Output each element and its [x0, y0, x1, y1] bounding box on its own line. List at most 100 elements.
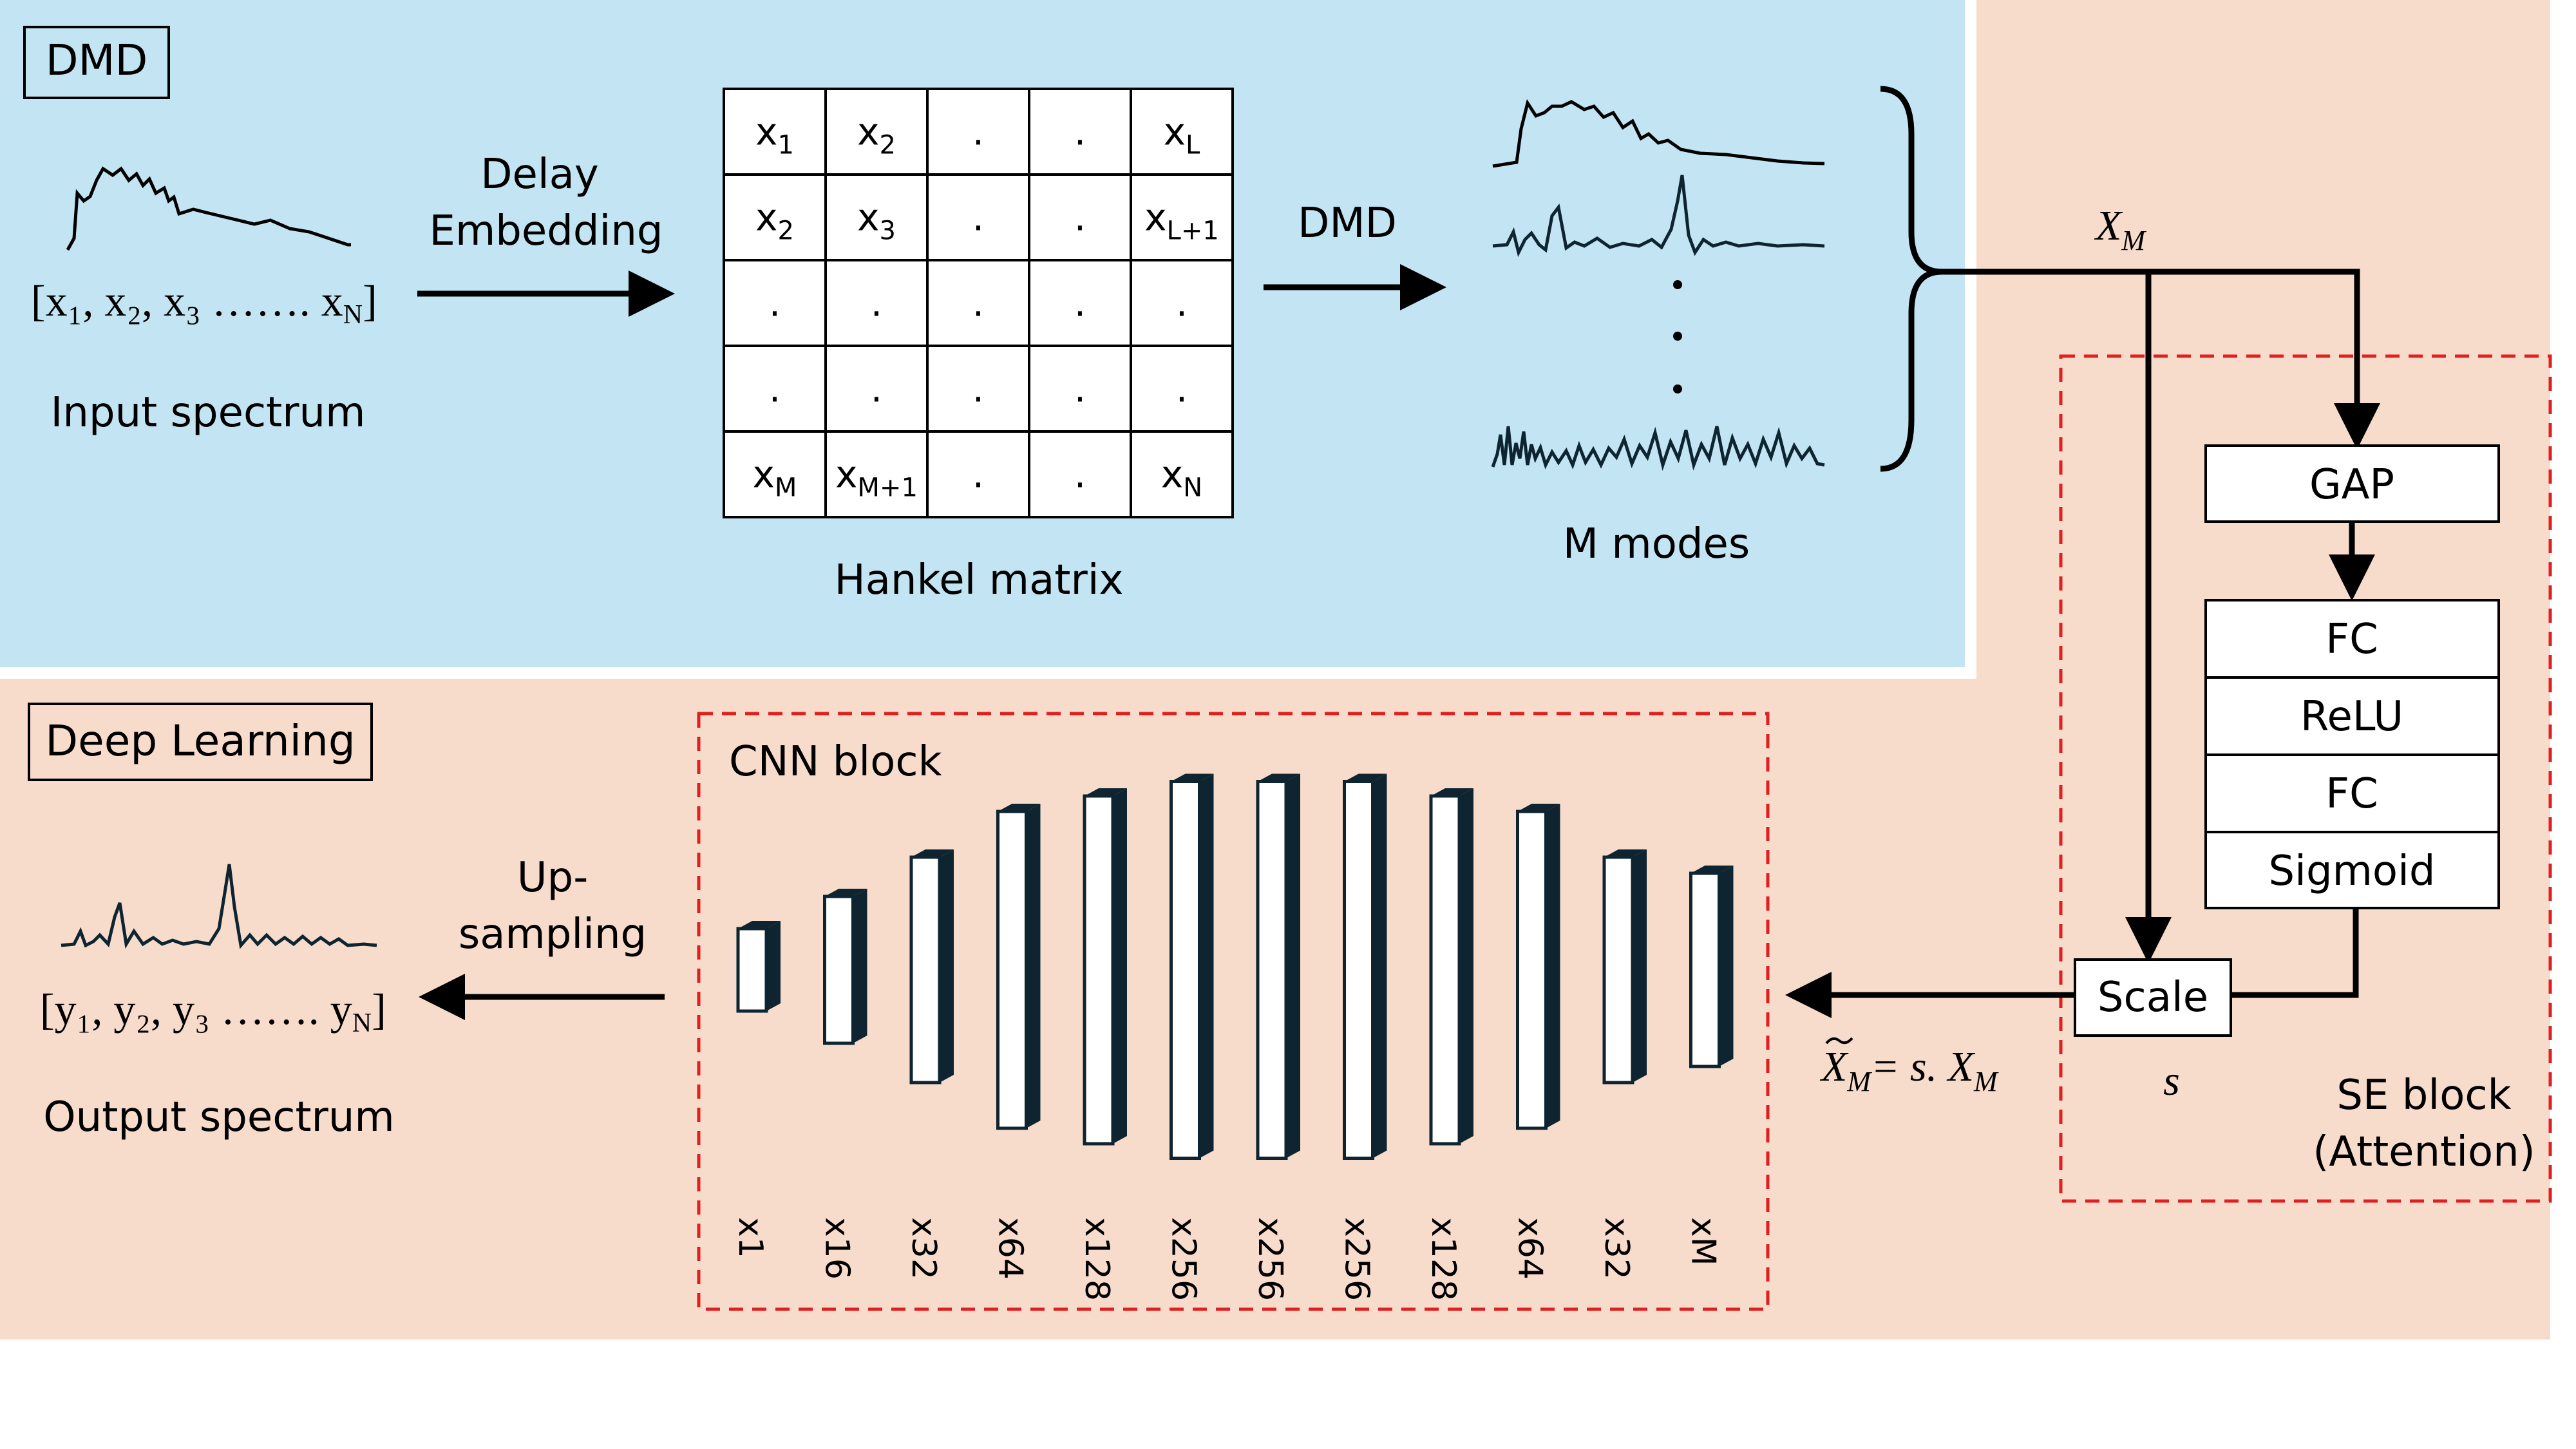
hankel-cell: xL+1 [1144, 196, 1219, 246]
cnn-layer-label: x64 [991, 1217, 1030, 1280]
cnn-layer-side [1719, 866, 1734, 1066]
scale-box [2074, 958, 2232, 1037]
dmd-arrow-label: DMD [1298, 200, 1397, 247]
cnn-layer-label: x256 [1251, 1217, 1289, 1301]
cnn-layer-top [1690, 866, 1734, 873]
cnn-layer-top [998, 804, 1041, 811]
hankel-cell: xN [1161, 453, 1202, 503]
cnn-layer-side [1459, 788, 1473, 1144]
cnn-layer-top [1344, 773, 1387, 782]
s-label: s [2163, 1057, 2180, 1104]
cnn-layer-label: x16 [818, 1217, 857, 1280]
hankel-cell: . [1176, 367, 1188, 411]
cnn-layer-label: x128 [1077, 1217, 1116, 1301]
cnn-layer-front [1602, 855, 1634, 1084]
sigmoid-label: Sigmoid [2269, 848, 2436, 895]
cnn-layer-top [911, 849, 954, 857]
hankel-cell: . [769, 367, 781, 411]
upsampling-label-1: Up- [517, 854, 589, 902]
hankel-cell: xL [1164, 110, 1200, 160]
cnn-block-dashed [697, 712, 1770, 1311]
cnn-layer-side [1113, 788, 1127, 1144]
cnn-layer-front [1083, 794, 1115, 1146]
hankel-cell: xM+1 [835, 453, 918, 503]
hankel-cell: . [1074, 196, 1086, 240]
fc2-label: FC [2325, 770, 2378, 818]
hankel-frame [723, 88, 1234, 518]
cnn-layer-side [1372, 773, 1387, 1159]
dmd-panel-border [0, 0, 1976, 679]
sigmoid-to-scale-line [2231, 908, 2359, 998]
dmd-title-box [23, 26, 170, 99]
input-spectrum-curve [66, 166, 351, 251]
cnn-layer-top [738, 921, 781, 929]
cnn-layer-top [1258, 773, 1300, 782]
cnn-layer-side [853, 889, 867, 1043]
relu-label: ReLU [2300, 693, 2403, 741]
se-block-label-2: (Attention) [2313, 1128, 2535, 1176]
cnn-layer-side [766, 921, 781, 1011]
mode-dot-3 [1673, 384, 1682, 393]
mode-curve-m [1491, 426, 1825, 471]
cnn-layers: x1 x16 x32 x64 x128 x256 x256 x256 x128 x64 x32 xM [731, 773, 1734, 1301]
cnn-layer-front [1170, 780, 1201, 1160]
cnn-layer-side [940, 849, 954, 1083]
hankel-cell: . [972, 367, 984, 411]
cnn-layer-front [823, 895, 855, 1045]
delay-label-1: Delay [480, 151, 599, 198]
output-vector: [y₁, y₂, y₃ ……. yN] [40, 985, 386, 1038]
se-block-dashed [2059, 354, 2552, 1203]
input-spectrum-label: Input spectrum [51, 389, 366, 437]
cnn-layer-side [1633, 849, 1647, 1083]
hankel-cell: . [1074, 453, 1086, 497]
hankel-cell: . [1074, 281, 1086, 325]
hankel-cell: . [972, 281, 984, 325]
mode-curve-2 [1492, 175, 1825, 258]
mode-curve-1 [1492, 99, 1825, 168]
output-spectrum-label: Output spectrum [43, 1094, 395, 1141]
delay-label-2: Embedding [430, 207, 663, 255]
hankel-cell: xM [753, 453, 797, 503]
hankel-cell: . [769, 281, 781, 325]
hankel-cell: x2 [857, 110, 896, 160]
cnn-layer-top [1517, 804, 1560, 811]
upsampling-label-2: sampling [459, 911, 647, 958]
cnn-layer-top [824, 889, 867, 896]
cnn-layer-top [1431, 788, 1473, 796]
cnn-layer-front [1516, 810, 1548, 1130]
hankel-cell: . [1074, 367, 1086, 411]
cnn-layer-side [1199, 773, 1214, 1159]
output-spectrum-curve [61, 864, 377, 949]
cnn-block-title: CNN block [729, 738, 942, 786]
xm-to-gap-line [1932, 269, 2380, 450]
hankel-cell: . [871, 367, 882, 411]
dmd-title: DMD [46, 35, 148, 85]
cnn-layer-side [1026, 804, 1041, 1128]
cnn-layer-label: x128 [1424, 1217, 1463, 1301]
xtilde-equation: XM= s. XM [1819, 1043, 1999, 1097]
hankel-cell: . [972, 453, 984, 497]
hankel-label: Hankel matrix [835, 556, 1124, 604]
cnn-layer-front [1343, 780, 1374, 1160]
cnn-layer-front [1429, 794, 1461, 1146]
cnn-layer-label: x1 [731, 1217, 770, 1258]
cnn-layer-front [736, 927, 768, 1013]
cnn-layer-side [1546, 804, 1560, 1128]
hankel-matrix: x1 x2.. xL x2 x3.. xL+1......... . xM xM+1.. xN [723, 88, 1234, 518]
mode-dot-1 [1673, 280, 1682, 289]
cnn-layer-front [1256, 780, 1288, 1160]
xtilde-tilde [1825, 1037, 1853, 1045]
cnn-layer-label: x32 [1597, 1217, 1636, 1280]
modes-label: M modes [1563, 520, 1750, 568]
scale-label: Scale [2098, 974, 2208, 1021]
cnn-layer-front [909, 855, 942, 1084]
dl-title-box [28, 703, 373, 781]
cnn-layer-side [1286, 773, 1300, 1159]
input-vector: [x₁, x₂, x₃ ……. xN] [31, 276, 377, 330]
cnn-layer-label: x32 [904, 1217, 943, 1280]
dl-title: Deep Learning [45, 716, 355, 766]
fc1-label: FC [2325, 616, 2378, 663]
xm-label: XM [2094, 202, 2146, 256]
gap-label: GAP [2309, 461, 2394, 509]
hankel-cell: x2 [755, 196, 794, 246]
